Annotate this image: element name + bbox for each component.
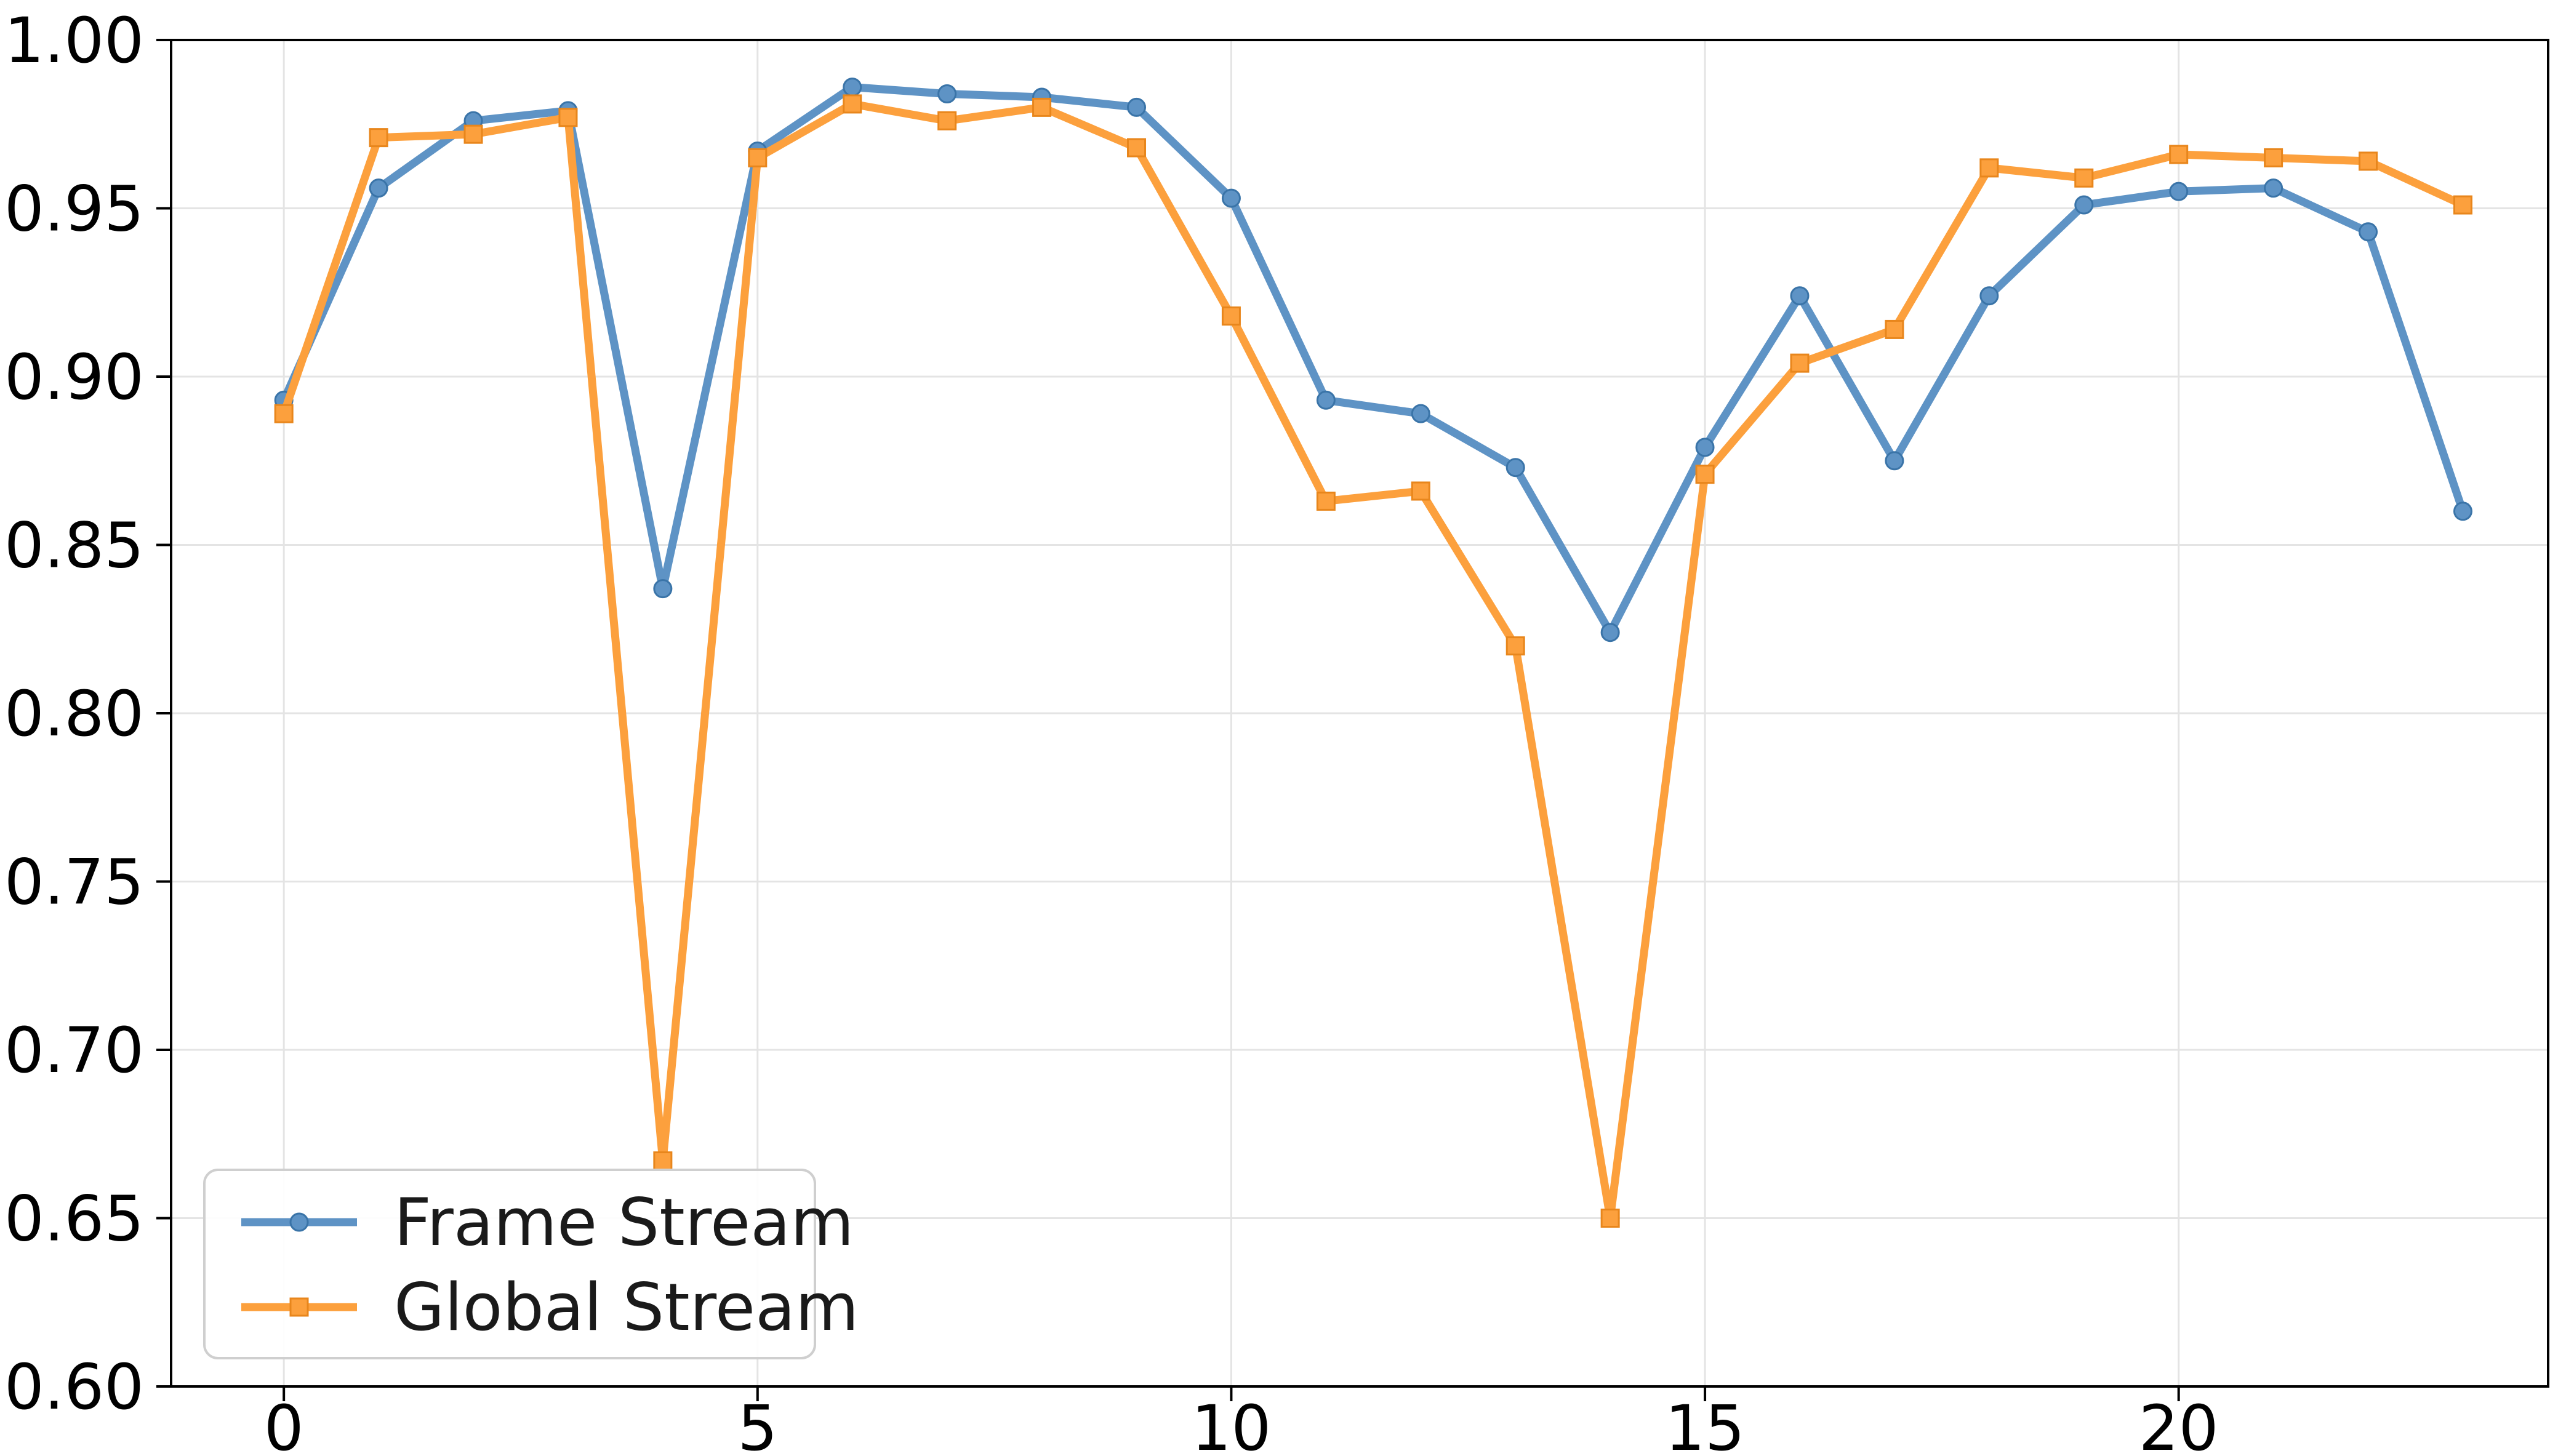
x-tick-label: 15 [1665,1392,1745,1456]
data-point-circle [937,84,957,104]
data-point-circle [1600,623,1620,642]
data-point-square [1885,319,1904,339]
data-point-square [274,404,294,423]
series-layer [274,78,2472,1228]
data-point-square [1600,1209,1620,1228]
data-point-square [2453,195,2472,215]
data-point-circle [653,579,673,599]
y-tick-label: 0.85 [4,510,144,583]
data-point-circle [369,178,388,198]
y-tick-label: 0.65 [4,1183,144,1256]
data-point-square [2074,168,2094,188]
y-tick-label: 0.90 [4,341,144,414]
y-tick-label: 0.75 [4,846,144,919]
data-point-square [2169,145,2189,164]
data-point-circle [1790,286,1810,306]
data-point-square [843,94,862,114]
data-point-circle [2074,195,2094,215]
data-point-square [1411,481,1430,501]
x-tick-label: 20 [2139,1392,2219,1456]
data-point-square [1979,158,1999,178]
data-point-square [1127,138,1147,158]
data-point-square [937,111,957,130]
y-tick-label: 0.80 [4,678,144,751]
data-point-square [369,128,388,148]
legend-marker-circle-icon [289,1212,309,1232]
data-point-square [2264,148,2283,167]
data-point-circle [1695,438,1715,457]
legend-label-frame-stream: Frame Stream [394,1185,854,1260]
y-tick-label: 0.70 [4,1014,144,1087]
data-point-square [463,124,483,144]
legend-marker-square-icon [289,1297,309,1317]
series-line-frame-stream [279,83,2467,637]
legend: Frame Stream Global Stream [203,1169,859,1359]
data-point-square [1790,353,1810,373]
data-point-circle [1316,390,1336,410]
x-tick-label: 0 [264,1392,304,1456]
data-point-circle [1885,451,1904,471]
data-point-square [1316,491,1336,511]
data-point-square [1506,636,1525,656]
axis-tick-marks [156,39,2180,1401]
data-point-circle [1979,286,1999,306]
legend-label-global-stream: Global Stream [394,1270,859,1345]
legend-item-global-stream: Global Stream [241,1270,859,1345]
data-point-circle [2169,182,2189,201]
legend-item-frame-stream: Frame Stream [241,1185,854,1260]
data-point-circle [1506,458,1525,478]
data-point-square [653,1151,673,1171]
y-tick-label: 0.95 [4,173,144,246]
data-point-square [748,148,768,167]
y-tick-label: 1.00 [4,4,144,78]
data-point-circle [2453,502,2472,521]
axis-tick-labels: 0 5 10 15 20 0.60 0.65 0.70 0.75 0.80 0.85 0.90 0.95… [4,4,2219,1456]
data-point-square [1695,465,1715,484]
data-point-circle [1411,404,1430,423]
x-tick-label: 10 [1192,1392,1272,1456]
data-point-circle [1221,188,1241,208]
data-point-square [1032,97,1052,117]
data-point-circle [2359,222,2378,242]
data-point-circle [2264,178,2283,198]
y-tick-label: 0.60 [4,1351,144,1424]
series-line-global-stream [279,100,2467,1222]
data-point-circle [1127,97,1147,117]
x-tick-label: 5 [737,1392,777,1456]
data-point-square [558,108,578,127]
data-point-square [1221,306,1241,326]
data-point-square [2359,151,2378,171]
data-point-circle [843,78,862,97]
